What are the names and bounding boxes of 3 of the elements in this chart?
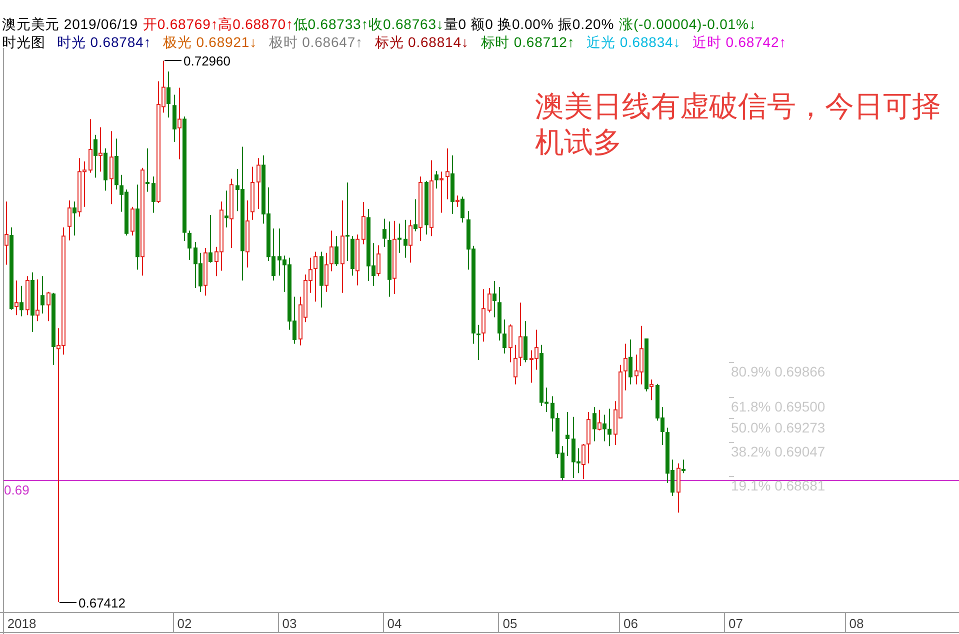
annotation: 澳美日线有虚破信号，今日可择机试多	[535, 90, 942, 161]
annotation: 0.67412	[78, 596, 126, 610]
annotation: 0.72960	[184, 54, 230, 68]
